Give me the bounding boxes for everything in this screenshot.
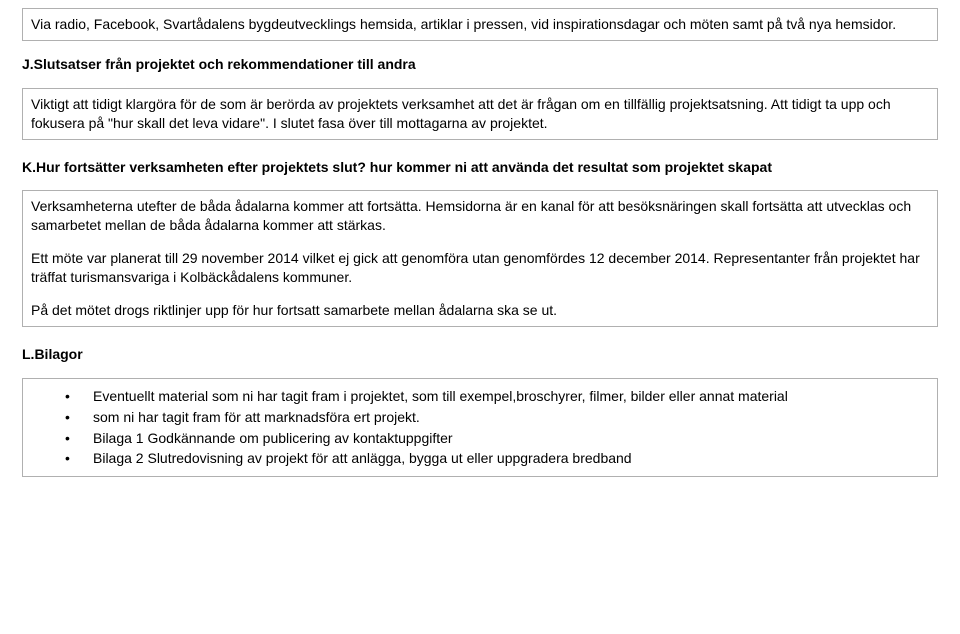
info-box-3: Verksamheterna utefter de båda ådalarna … xyxy=(22,190,938,326)
info-box-3-p1: Verksamheterna utefter de båda ådalarna … xyxy=(31,197,929,235)
list-item: Bilaga 1 Godkännande om publicering av k… xyxy=(65,429,929,448)
info-box-4: Eventuellt material som ni har tagit fra… xyxy=(22,378,938,478)
attachments-list: Eventuellt material som ni har tagit fra… xyxy=(31,387,929,469)
info-box-1-text: Via radio, Facebook, Svartådalens bygdeu… xyxy=(31,16,896,32)
info-box-1: Via radio, Facebook, Svartådalens bygdeu… xyxy=(22,8,938,41)
list-item: som ni har tagit fram för att marknadsfö… xyxy=(65,408,929,427)
info-box-2: Viktigt att tidigt klargöra för de som ä… xyxy=(22,88,938,140)
info-box-3-p2: Ett möte var planerat till 29 november 2… xyxy=(31,249,929,287)
question-k: K.Hur fortsätter verksamheten efter proj… xyxy=(22,158,938,177)
info-box-2-text: Viktigt att tidigt klargöra för de som ä… xyxy=(31,96,891,131)
question-k-bold: K.Hur fortsätter verksamheten efter proj… xyxy=(22,159,366,175)
heading-l: L.Bilagor xyxy=(22,345,938,364)
info-box-3-p3: På det mötet drogs riktlinjer upp för hu… xyxy=(31,301,929,320)
list-item: Bilaga 2 Slutredovisning av projekt för … xyxy=(65,449,929,468)
list-item: Eventuellt material som ni har tagit fra… xyxy=(65,387,929,406)
question-k-tail: hur kommer ni att använda det resultat s… xyxy=(366,159,772,175)
heading-j: J.Slutsatser från projektet och rekommen… xyxy=(22,55,938,74)
